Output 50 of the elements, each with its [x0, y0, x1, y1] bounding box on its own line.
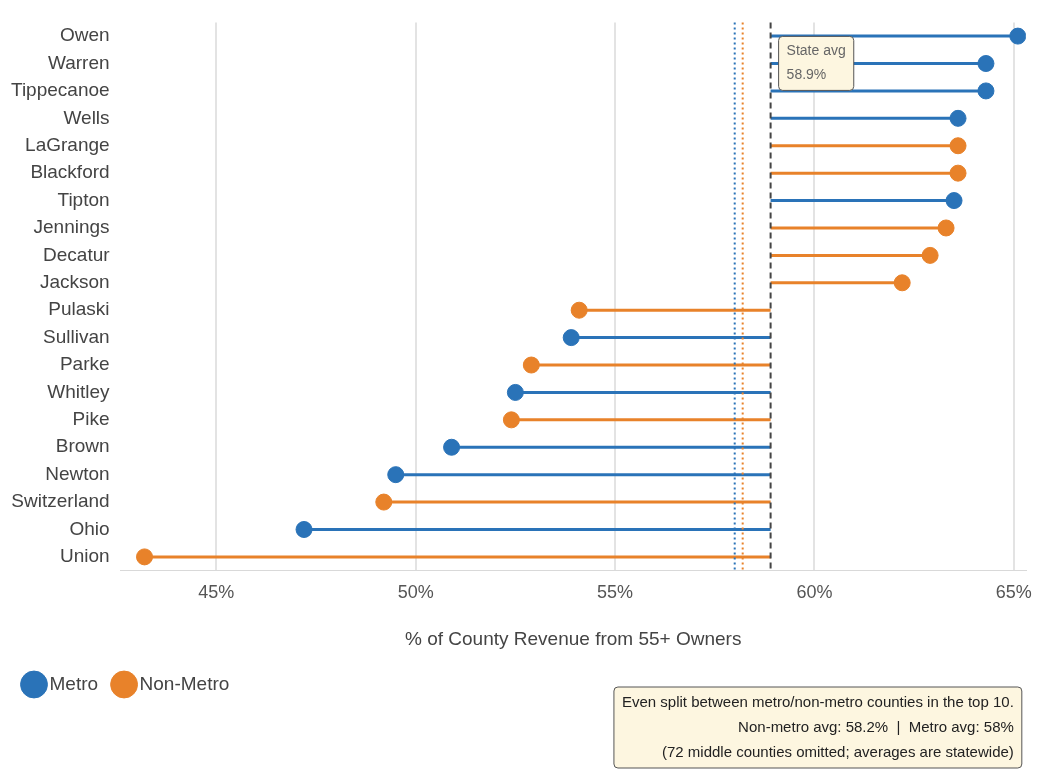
x-tick-label: 65%	[995, 582, 1032, 603]
point	[375, 493, 393, 511]
point	[1009, 27, 1026, 45]
y-tick-label: Newton	[45, 462, 110, 484]
point	[387, 466, 405, 484]
y-tick-label: Blackford	[30, 161, 110, 183]
y-tick-label: Jackson	[39, 271, 110, 293]
y-tick-label: Ohio	[69, 517, 110, 539]
point	[893, 274, 911, 292]
legend-label: Metro	[49, 672, 99, 694]
point	[295, 520, 313, 538]
x-axis-title: % of County Revenue from 55+ Owners	[405, 627, 742, 649]
x-tick-label: 50%	[397, 582, 434, 603]
y-tick-label: LaGrange	[25, 133, 110, 155]
point	[136, 548, 154, 566]
y-tick-label: Switzerland	[11, 490, 110, 512]
point	[949, 109, 967, 127]
point	[562, 329, 580, 347]
point	[570, 301, 588, 319]
y-tick-label: Jennings	[33, 216, 110, 238]
x-tick-label: 45%	[198, 582, 235, 603]
x-tick-label: 60%	[796, 582, 833, 603]
point	[506, 383, 524, 401]
y-tick-label: Tippecanoe	[11, 79, 110, 101]
point	[921, 246, 939, 264]
point	[443, 438, 461, 456]
x-tick-label: 55%	[597, 582, 634, 603]
y-tick-label: Pike	[72, 408, 110, 430]
y-tick-label: Tipton	[57, 188, 110, 210]
point	[949, 137, 967, 155]
y-tick-label: Warren	[48, 51, 110, 73]
point	[949, 164, 967, 182]
y-tick-label: Wells	[63, 106, 110, 128]
y-tick-label: Brown	[55, 435, 110, 457]
y-tick-label: Pulaski	[48, 298, 110, 320]
y-tick-label: Parke	[59, 353, 110, 375]
ref-line-label: State avg 58.9%	[786, 42, 846, 83]
point	[977, 55, 995, 73]
text: Even split between metro/non-metro counties in the top 10. Non-metro avg: 58.2% | Metro avg: 58% (72 middle counties omitted; averages are statewide)	[621, 692, 1014, 760]
point	[502, 411, 520, 429]
legend-label: Non-Metro	[139, 672, 230, 694]
point	[522, 356, 540, 374]
point	[945, 192, 963, 210]
y-tick-label: Sullivan	[43, 325, 110, 347]
y-tick-label: Whitley	[47, 380, 111, 402]
point	[937, 219, 955, 237]
y-tick-label: Owen	[59, 24, 110, 46]
point	[977, 82, 995, 100]
y-tick-label: Decatur	[43, 243, 111, 265]
y-tick-label: Union	[59, 545, 110, 567]
